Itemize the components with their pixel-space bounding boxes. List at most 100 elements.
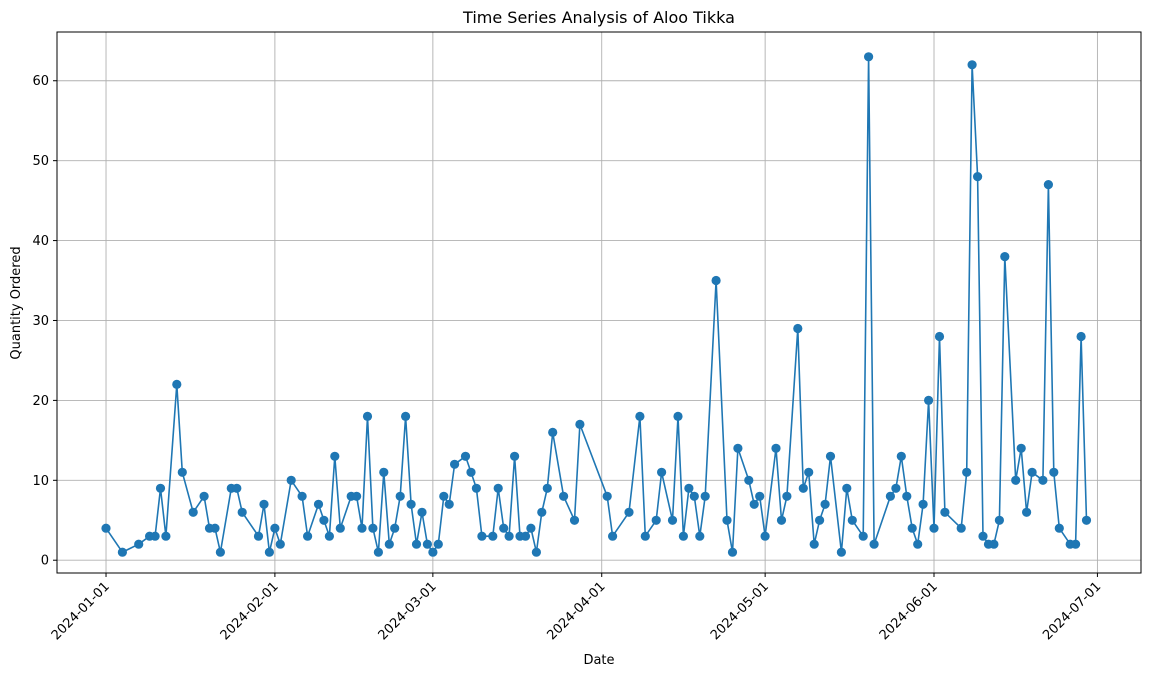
data-point [395,491,405,501]
data-point [1076,331,1086,342]
data-point [749,499,759,509]
y-tick-label: 10 [32,474,49,489]
data-point [433,539,443,549]
data-point [275,539,285,549]
data-point [924,395,934,405]
data-point [869,539,879,549]
data-point [422,539,432,549]
data-point [362,411,373,421]
data-point [177,467,187,477]
data-point [559,491,569,501]
data-point [760,531,770,541]
y-tick-label: 60 [32,74,49,89]
plot-area-frame [56,31,1142,574]
data-point [188,507,198,517]
data-point [651,515,661,525]
data-point [161,531,171,541]
data-point [929,523,939,533]
data-point [373,547,383,557]
x-tick-label: 2024-04-01 [545,579,609,643]
data-point [319,515,329,525]
data-point [793,323,803,334]
chart-title: Time Series Analysis of Aloo Tikka [462,8,735,27]
data-point [689,491,699,501]
data-point [286,475,296,485]
y-tick-label: 0 [41,554,49,569]
data-point [526,523,536,533]
x-tick-label: 2024-06-01 [877,579,941,643]
data-point [390,523,400,533]
x-axis-label: Date [583,653,614,668]
data-point [994,515,1005,525]
data-point [575,419,585,429]
data-point [667,515,678,525]
data-point [836,547,847,557]
data-point [548,427,558,437]
data-point [428,547,438,557]
data-point [678,531,689,541]
data-point [406,499,416,509]
data-point [956,523,966,533]
data-point [303,531,313,541]
x-tick-label: 2024-03-01 [376,579,440,643]
data-point [199,491,209,501]
data-point-layer [101,52,1092,557]
data-point [684,483,694,493]
data-point [1038,475,1048,485]
data-point [973,172,983,182]
data-point [918,499,928,509]
data-point [602,491,612,501]
data-point [1054,523,1064,533]
x-tick-label: 2024-02-01 [218,579,282,643]
data-point [1049,467,1059,477]
data-point [172,379,182,389]
data-point [357,523,367,533]
data-point [967,60,977,70]
data-point [891,483,901,493]
data-point [640,531,650,541]
data-point [134,539,144,549]
y-axis-label: Quantity Ordered [9,246,24,359]
data-point [962,467,972,477]
data-point [417,507,427,517]
grid-layer [57,32,1141,573]
data-point [722,515,732,525]
data-point [439,491,449,501]
data-point [215,547,225,557]
y-tick-label: 20 [32,394,49,409]
data-point [379,467,389,477]
data-point [934,331,945,342]
data-point [542,483,552,493]
data-point [297,491,307,501]
data-point [155,483,166,493]
data-point [608,531,618,541]
data-point [150,531,160,541]
data-point [493,483,503,493]
data-point [264,547,274,557]
data-point [520,531,531,541]
data-point [444,499,454,509]
data-point [978,531,988,541]
series-line-layer [105,55,1088,554]
x-tick-label: 2024-05-01 [708,579,772,643]
data-point [531,547,542,557]
data-point [755,491,765,501]
data-point [368,523,378,533]
data-point [940,507,950,517]
data-point [673,411,683,421]
data-point [504,531,514,541]
data-point [232,483,242,493]
data-point [499,523,509,533]
data-point [450,459,460,469]
data-point [488,531,498,541]
data-point [776,515,787,525]
data-point [335,523,345,533]
data-point [907,523,917,533]
data-point [804,467,814,477]
data-point [782,491,792,501]
data-point [537,507,547,517]
data-point [847,515,857,525]
data-point [711,275,721,286]
data-point [657,467,667,477]
